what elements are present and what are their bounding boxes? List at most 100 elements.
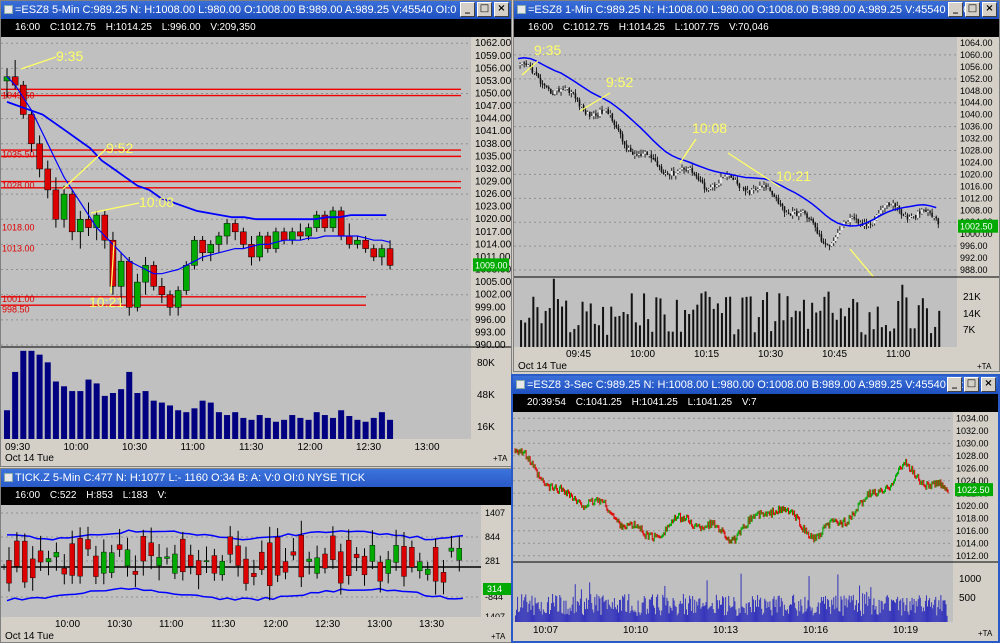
volume-bar	[870, 587, 871, 622]
info-volume: V:	[158, 490, 167, 501]
maximize-button[interactable]: □	[477, 2, 492, 17]
volume-bar	[872, 605, 873, 622]
candle	[536, 72, 538, 75]
volume-bar	[718, 609, 719, 622]
candle	[525, 63, 527, 65]
volume-bar	[897, 301, 899, 347]
volume-bar	[810, 606, 811, 622]
volume-bar	[69, 391, 75, 439]
candle	[884, 205, 886, 208]
volume-bar	[705, 291, 707, 347]
tick-candle	[425, 569, 430, 574]
volume-bar	[930, 607, 931, 622]
level-label: 1035.50	[2, 149, 35, 159]
volume-bar	[525, 594, 526, 622]
volume-bar	[561, 613, 562, 622]
volume-bar	[918, 305, 920, 347]
candle	[175, 291, 181, 308]
volume-bar	[620, 600, 621, 622]
volume-bar	[703, 606, 704, 622]
volume-bar	[924, 611, 925, 622]
maximize-button[interactable]: □	[964, 377, 979, 392]
tick-candle	[449, 548, 454, 551]
volume-bar	[734, 601, 735, 622]
volume-bar	[716, 595, 717, 622]
minimize-button[interactable]: _	[948, 2, 963, 17]
volume-bar	[598, 596, 599, 622]
maximize-button[interactable]: □	[965, 2, 980, 17]
volume-bar	[662, 595, 663, 622]
close-button[interactable]: ×	[981, 377, 996, 392]
volume-bar	[627, 600, 628, 622]
volume-bar	[720, 605, 721, 622]
volume-bar	[20, 351, 26, 439]
tick-candle	[14, 541, 19, 566]
volume-bar	[773, 599, 774, 622]
es-5min-titlebar[interactable]: =ESZ8 5-Min C:989.25 N: H:1008.00 L:980.…	[1, 1, 511, 19]
candle	[650, 155, 652, 158]
candle	[814, 223, 816, 227]
es-1min-titlebar[interactable]: =ESZ8 1-Min C:989.25 N: H:1008.00 L:980.…	[514, 1, 999, 19]
minimize-button[interactable]: _	[947, 377, 962, 392]
es-3sec-titlebar[interactable]: =ESZ8 3-Sec C:989.25 N: H:1008.00 L:980.…	[513, 376, 998, 394]
candle	[338, 211, 344, 236]
candle	[710, 187, 712, 189]
volume-bar	[587, 609, 588, 622]
volume-bar	[850, 602, 851, 622]
candle	[77, 219, 83, 232]
volume-bar	[766, 608, 767, 622]
tick-candle	[133, 571, 138, 574]
volume-bar	[901, 615, 902, 622]
candle	[778, 198, 780, 203]
volume-bar	[804, 597, 805, 622]
candle	[860, 223, 862, 224]
es-3sec-chart[interactable]: 1034.00 1032.00 1030.00 1028.00 1026.00 1024.…	[513, 412, 998, 641]
volume-bar	[938, 311, 940, 347]
volume-bar	[538, 602, 539, 622]
candle	[579, 100, 581, 107]
minimize-button[interactable]: _	[460, 2, 475, 17]
candle	[12, 77, 18, 85]
volume-bar	[692, 310, 694, 347]
volume-bar	[769, 601, 770, 622]
es-5min-chart[interactable]: 1062.00 1059.00 1056.00 1053.00 1050.00 1047.…	[1, 37, 511, 467]
volume-bar	[823, 597, 824, 622]
annotation-label: 10:08	[692, 120, 727, 136]
tick-candle	[149, 543, 154, 556]
chart-app-icon	[517, 5, 526, 14]
volume-bar	[554, 606, 555, 622]
price-tick-label: 1026.00	[956, 463, 989, 473]
volume-bar	[927, 606, 928, 622]
candle	[769, 187, 771, 190]
candle	[681, 168, 683, 169]
volume-bar	[330, 418, 336, 439]
candle	[379, 249, 385, 257]
candle	[521, 63, 523, 65]
tick-candle	[180, 539, 185, 572]
volume-bar	[562, 614, 563, 622]
volume-bar	[932, 608, 933, 622]
volume-bar	[768, 607, 769, 622]
volume-bar	[574, 613, 575, 622]
tick-titlebar[interactable]: TICK.Z 5-Min C:477 N: H:1077 L:- 1160 O:…	[1, 469, 511, 487]
close-button[interactable]: ×	[982, 2, 997, 17]
volume-bar	[862, 593, 863, 622]
tick-candle	[370, 545, 375, 561]
volume-bar	[232, 412, 238, 439]
price-tick-label: 1028.00	[956, 451, 989, 461]
volume-bar	[628, 594, 629, 622]
es-1min-chart[interactable]: 1064.00 1060.00 1056.00 1052.00 1048.00 1044.…	[514, 37, 999, 371]
time-tick-label: 12:00	[263, 619, 288, 630]
volume-bar	[698, 599, 699, 622]
candle	[587, 112, 589, 115]
volume-bar	[811, 303, 813, 347]
time-tick-label: 13:00	[415, 442, 440, 453]
volume-bar	[618, 612, 619, 622]
volume-bar	[770, 331, 772, 347]
close-button[interactable]: ×	[494, 2, 509, 17]
price-tick-label: 1028.00	[960, 146, 993, 156]
volume-bar	[515, 615, 516, 622]
tick-chart[interactable]: 1407844281-8441407H31410:0010:3011:0011:…	[1, 505, 511, 643]
candle	[933, 217, 935, 218]
price-tick-label: 1018.00	[956, 513, 989, 523]
